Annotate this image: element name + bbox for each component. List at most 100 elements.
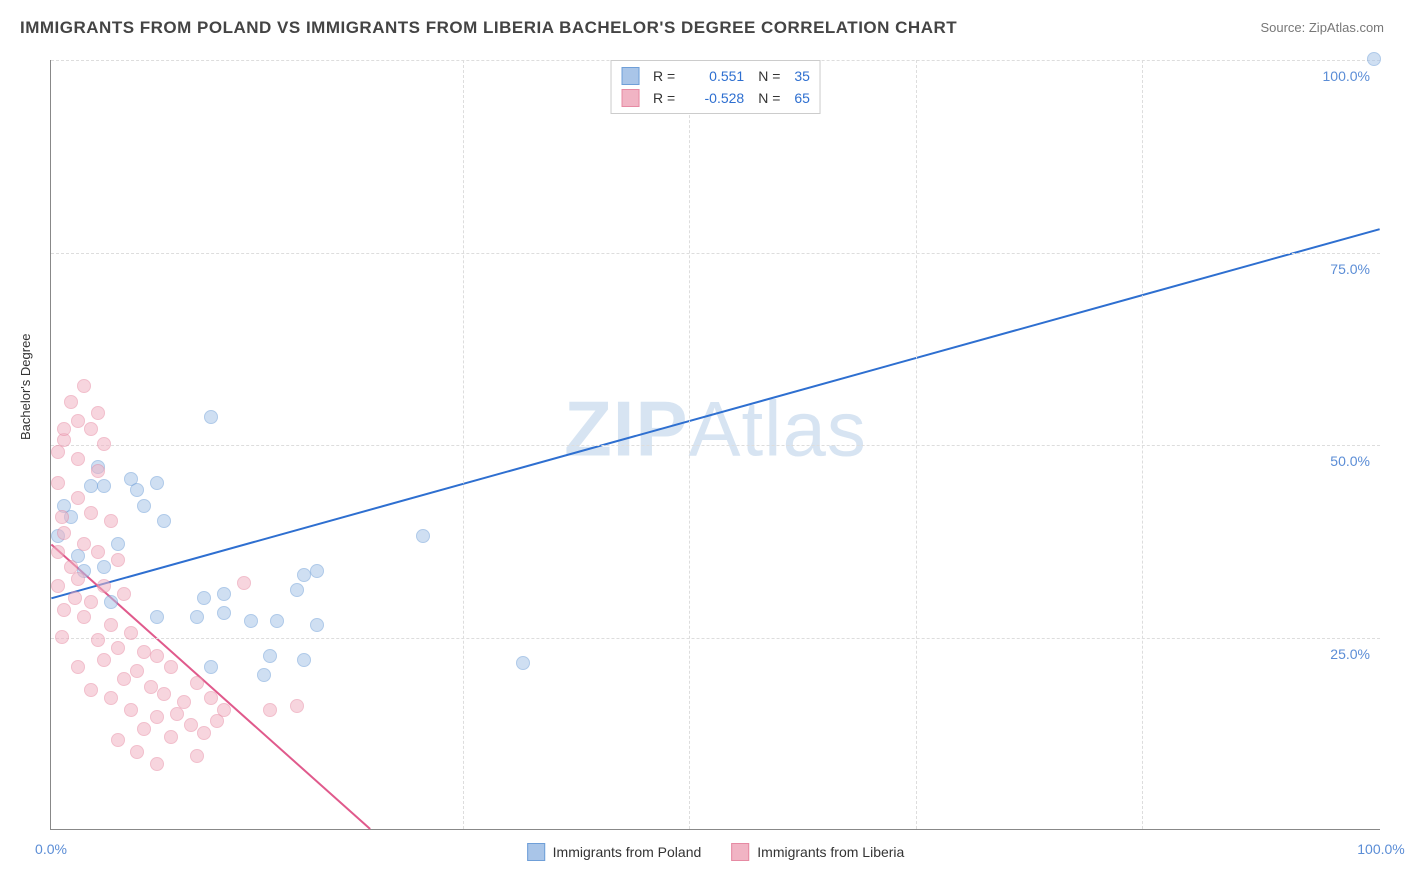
data-point <box>170 707 184 721</box>
data-point <box>130 664 144 678</box>
data-point <box>130 483 144 497</box>
data-point <box>64 395 78 409</box>
data-point <box>104 618 118 632</box>
data-point <box>150 476 164 490</box>
data-point <box>55 510 69 524</box>
trend-line <box>51 229 1379 598</box>
legend-correlation-row: R =-0.528N =65 <box>621 87 810 109</box>
data-point <box>77 537 91 551</box>
data-point <box>137 722 151 736</box>
data-point <box>84 506 98 520</box>
data-point <box>97 560 111 574</box>
legend-correlation-row: R = 0.551 N = 35 <box>621 65 810 87</box>
data-point <box>84 595 98 609</box>
y-tick-label: 50.0% <box>1330 453 1370 469</box>
y-tick-label: 75.0% <box>1330 261 1370 277</box>
data-point <box>416 529 430 543</box>
data-point <box>137 645 151 659</box>
data-point <box>111 537 125 551</box>
legend-series-item: Immigrants from Poland <box>527 843 702 861</box>
data-point <box>71 452 85 466</box>
data-point <box>111 733 125 747</box>
gridline-vertical <box>1142 60 1143 829</box>
data-point <box>204 691 218 705</box>
data-point <box>237 576 251 590</box>
legend-r-value: 0.551 <box>689 68 744 84</box>
data-point <box>244 614 258 628</box>
data-point <box>164 660 178 674</box>
gridline-horizontal <box>51 253 1380 254</box>
data-point <box>51 579 65 593</box>
data-point <box>117 672 131 686</box>
data-point <box>117 587 131 601</box>
gridline-vertical <box>463 60 464 829</box>
data-point <box>97 653 111 667</box>
gridline-vertical <box>689 60 690 829</box>
data-point <box>71 414 85 428</box>
legend-series-label: Immigrants from Liberia <box>757 844 904 860</box>
data-point <box>310 564 324 578</box>
data-point <box>71 572 85 586</box>
data-point <box>77 379 91 393</box>
legend-swatch <box>731 843 749 861</box>
data-point <box>150 649 164 663</box>
x-tick-label: 100.0% <box>1357 841 1404 857</box>
data-point <box>204 660 218 674</box>
data-point <box>217 587 231 601</box>
data-point <box>150 710 164 724</box>
data-point <box>71 660 85 674</box>
legend-n-label: N = <box>758 68 780 84</box>
data-point <box>91 406 105 420</box>
gridline-horizontal <box>51 638 1380 639</box>
data-point <box>84 422 98 436</box>
data-point <box>144 680 158 694</box>
data-point <box>197 726 211 740</box>
data-point <box>97 579 111 593</box>
data-point <box>157 514 171 528</box>
data-point <box>91 633 105 647</box>
data-point <box>290 583 304 597</box>
data-point <box>104 691 118 705</box>
data-point <box>270 614 284 628</box>
data-point <box>55 630 69 644</box>
data-point <box>210 714 224 728</box>
gridline-horizontal <box>51 445 1380 446</box>
data-point <box>91 464 105 478</box>
legend-swatch <box>527 843 545 861</box>
legend-r-label: R = <box>653 68 675 84</box>
data-point <box>297 653 311 667</box>
data-point <box>97 437 111 451</box>
correlation-legend: R =0.551N =35R =-0.528N =65 <box>610 60 821 114</box>
series-legend: Immigrants from Poland Immigrants from Li… <box>527 843 905 861</box>
data-point <box>124 626 138 640</box>
data-point <box>104 514 118 528</box>
legend-series-item: Immigrants from Liberia <box>731 843 904 861</box>
legend-swatch <box>621 89 639 107</box>
data-point <box>310 618 324 632</box>
data-point <box>57 603 71 617</box>
data-point <box>57 526 71 540</box>
x-tick-label: 0.0% <box>35 841 67 857</box>
data-point <box>257 668 271 682</box>
data-point <box>197 591 211 605</box>
data-point <box>51 476 65 490</box>
data-point <box>204 410 218 424</box>
legend-n-label: N = <box>758 90 780 106</box>
legend-series-label: Immigrants from Poland <box>553 844 702 860</box>
legend-r-value: -0.528 <box>689 90 744 106</box>
data-point <box>1367 52 1381 66</box>
data-point <box>150 757 164 771</box>
legend-r-label: R = <box>653 90 675 106</box>
data-point <box>150 610 164 624</box>
data-point <box>164 730 178 744</box>
data-point <box>57 422 71 436</box>
data-point <box>71 491 85 505</box>
data-point <box>51 445 65 459</box>
data-point <box>91 545 105 559</box>
legend-swatch <box>621 67 639 85</box>
data-point <box>84 683 98 697</box>
legend-n-value: 35 <box>794 68 810 84</box>
data-point <box>84 479 98 493</box>
data-point <box>263 703 277 717</box>
chart-container: IMMIGRANTS FROM POLAND VS IMMIGRANTS FRO… <box>0 0 1406 892</box>
